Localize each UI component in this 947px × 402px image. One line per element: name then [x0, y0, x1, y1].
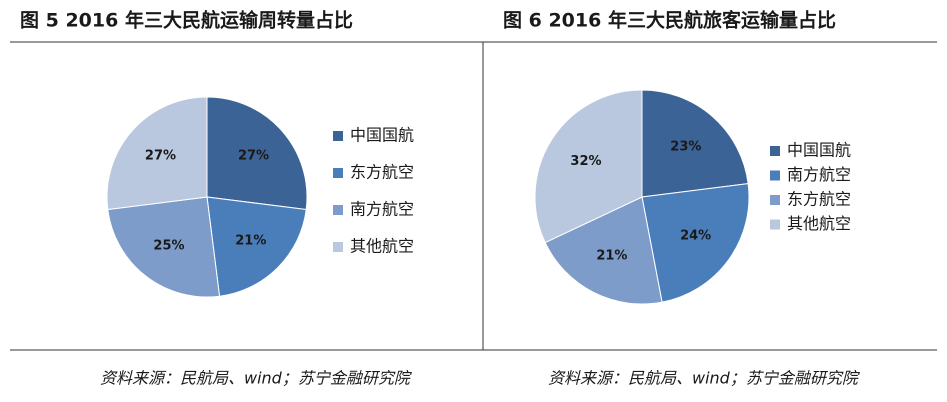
value-label: 21%	[235, 233, 266, 248]
value-label: 23%	[670, 140, 701, 155]
value-label: 27%	[238, 148, 269, 163]
legend-label: 中国国航	[787, 141, 851, 160]
pie-slice	[106, 96, 208, 211]
legend-swatch	[770, 146, 780, 156]
pie-slice	[534, 89, 643, 244]
value-label: 21%	[596, 249, 627, 264]
legend-swatch	[333, 242, 343, 252]
pie-slice	[641, 89, 749, 198]
source-note: 资料来源：民航局、wind；苏宁金融研究院	[100, 369, 413, 388]
pie-slice	[107, 196, 221, 298]
value-label: 25%	[153, 238, 184, 253]
legend-swatch	[770, 219, 780, 230]
legend-label: 东方航空	[350, 163, 414, 182]
legend-swatch	[333, 131, 343, 141]
pie-slice	[544, 196, 663, 305]
legend-swatch	[770, 195, 780, 205]
pie-slice	[641, 183, 750, 303]
pie-slice	[206, 96, 308, 211]
pie-slice	[206, 196, 307, 297]
value-label: 27%	[145, 148, 176, 163]
source-note: 资料来源：民航局、wind；苏宁金融研究院	[548, 369, 861, 388]
value-label: 32%	[570, 154, 601, 169]
legend-label: 南方航空	[350, 200, 414, 219]
legend-label: 东方航空	[787, 190, 851, 209]
legend-label: 其他航空	[350, 237, 414, 256]
legend-swatch	[333, 168, 343, 178]
legend-label: 中国国航	[350, 126, 414, 145]
chart-title: 图 6 2016 年三大民航旅客运输量占比	[503, 9, 836, 32]
legend-swatch	[333, 205, 343, 215]
legend-label: 南方航空	[787, 165, 851, 184]
value-label: 24%	[680, 228, 711, 243]
legend-label: 其他航空	[787, 214, 851, 233]
legend-swatch	[770, 170, 780, 181]
chart-title: 图 5 2016 年三大民航运输周转量占比	[20, 9, 353, 32]
